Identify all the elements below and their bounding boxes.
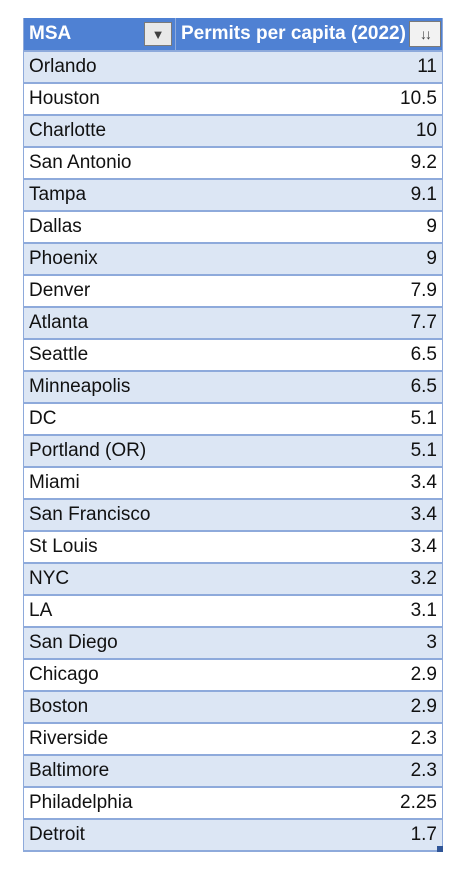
filter-dropdown-icon[interactable]: ▼	[144, 22, 172, 46]
msa-header-label: MSA	[29, 23, 72, 44]
table-row[interactable]: Orlando 11	[24, 50, 442, 82]
msa-cell[interactable]: Denver	[29, 280, 91, 301]
msa-cell[interactable]: Houston	[29, 88, 100, 109]
permits-value-cell[interactable]: 3.4	[410, 472, 437, 493]
msa-cell[interactable]: Charlotte	[29, 120, 107, 141]
msa-cell[interactable]: Seattle	[29, 344, 89, 365]
permits-column-header[interactable]: Permits per capita (2022) ↓↓	[176, 18, 442, 50]
table-row[interactable]: Atlanta 7.7	[24, 306, 442, 338]
msa-cell[interactable]: Chicago	[29, 664, 99, 685]
table-row[interactable]: Philadelphia 2.25	[24, 786, 442, 818]
table-row[interactable]: San Diego 3	[24, 626, 442, 658]
msa-cell[interactable]: San Diego	[29, 632, 118, 653]
table-row[interactable]: LA 3.1	[24, 594, 442, 626]
table-row[interactable]: Portland (OR) 5.1	[24, 434, 442, 466]
permits-value-cell[interactable]: 9.2	[410, 152, 437, 173]
permits-value-cell[interactable]: 11	[417, 56, 437, 77]
table-row[interactable]: Detroit 1.7	[24, 818, 442, 850]
msa-cell[interactable]: Atlanta	[29, 312, 89, 333]
table-row[interactable]: Charlotte 10	[24, 114, 442, 146]
permits-value-cell[interactable]: 9.1	[410, 184, 437, 205]
permits-value-cell[interactable]: 10	[415, 120, 437, 141]
table-row[interactable]: Dallas 9	[24, 210, 442, 242]
table-header: MSA ▼ Permits per capita (2022) ↓↓	[24, 18, 442, 50]
msa-cell[interactable]: LA	[29, 600, 53, 621]
permits-value-cell[interactable]: 3.4	[410, 504, 437, 525]
permits-value-cell[interactable]: 5.1	[410, 440, 437, 461]
msa-cell[interactable]: NYC	[29, 568, 70, 589]
msa-cell[interactable]: Miami	[29, 472, 80, 493]
permits-value-cell[interactable]: 2.9	[410, 696, 437, 717]
table-row[interactable]: Denver 7.9	[24, 274, 442, 306]
msa-cell[interactable]: Tampa	[29, 184, 87, 205]
msa-column-header[interactable]: MSA ▼	[24, 18, 176, 50]
permits-table: MSA ▼ Permits per capita (2022) ↓↓ Orlan…	[23, 18, 443, 852]
permits-value-cell[interactable]: 1.7	[410, 824, 437, 845]
msa-cell[interactable]: Boston	[29, 696, 89, 717]
table-row[interactable]: Chicago 2.9	[24, 658, 442, 690]
permits-value-cell[interactable]: 3.1	[410, 600, 437, 621]
table-row[interactable]: DC 5.1	[24, 402, 442, 434]
permits-value-cell[interactable]: 3.2	[410, 568, 437, 589]
msa-cell[interactable]: Detroit	[29, 824, 85, 845]
table-row[interactable]: Riverside 2.3	[24, 722, 442, 754]
msa-cell[interactable]: Baltimore	[29, 760, 110, 781]
permits-value-cell[interactable]: 2.3	[410, 728, 437, 749]
msa-cell[interactable]: San Francisco	[29, 504, 151, 525]
permits-value-cell[interactable]: 2.3	[410, 760, 437, 781]
permits-value-cell[interactable]: 3.4	[410, 536, 437, 557]
table-row[interactable]: Minneapolis 6.5	[24, 370, 442, 402]
permits-value-cell[interactable]: 6.5	[410, 376, 437, 397]
msa-cell[interactable]: Philadelphia	[29, 792, 133, 813]
permits-value-cell[interactable]: 9	[426, 248, 437, 269]
permits-value-cell[interactable]: 7.9	[410, 280, 437, 301]
table-row[interactable]: Baltimore 2.3	[24, 754, 442, 786]
permits-value-cell[interactable]: 6.5	[410, 344, 437, 365]
msa-cell[interactable]: DC	[29, 408, 57, 429]
sort-descending-icon[interactable]: ↓↓	[409, 21, 441, 47]
permits-value-cell[interactable]: 2.25	[400, 792, 437, 813]
permits-value-cell[interactable]: 9	[426, 216, 437, 237]
msa-cell[interactable]: San Antonio	[29, 152, 132, 173]
permits-value-cell[interactable]: 3	[426, 632, 437, 653]
table-row[interactable]: Miami 3.4	[24, 466, 442, 498]
msa-cell[interactable]: Dallas	[29, 216, 82, 237]
table-row[interactable]: Boston 2.9	[24, 690, 442, 722]
table-row[interactable]: San Antonio 9.2	[24, 146, 442, 178]
permits-value-cell[interactable]: 10.5	[400, 88, 437, 109]
table-resize-handle[interactable]	[437, 846, 443, 852]
table-body: Orlando 11 Houston 10.5 Charlotte 10 San Anton…	[24, 50, 442, 850]
table-row[interactable]: Tampa 9.1	[24, 178, 442, 210]
table-row[interactable]: Seattle 6.5	[24, 338, 442, 370]
table-row[interactable]: St Louis 3.4	[24, 530, 442, 562]
msa-cell[interactable]: Riverside	[29, 728, 109, 749]
msa-cell[interactable]: St Louis	[29, 536, 98, 557]
permits-value-cell[interactable]: 5.1	[410, 408, 437, 429]
table-row[interactable]: NYC 3.2	[24, 562, 442, 594]
permits-header-label: Permits per capita (2022)	[181, 23, 406, 44]
permits-value-cell[interactable]: 2.9	[410, 664, 437, 685]
table-row[interactable]: San Francisco 3.4	[24, 498, 442, 530]
table-row[interactable]: Houston 10.5	[24, 82, 442, 114]
permits-value-cell[interactable]: 7.7	[410, 312, 437, 333]
msa-cell[interactable]: Minneapolis	[29, 376, 131, 397]
msa-cell[interactable]: Orlando	[29, 56, 97, 77]
msa-cell[interactable]: Phoenix	[29, 248, 98, 269]
table-row[interactable]: Phoenix 9	[24, 242, 442, 274]
msa-cell[interactable]: Portland (OR)	[29, 440, 147, 461]
